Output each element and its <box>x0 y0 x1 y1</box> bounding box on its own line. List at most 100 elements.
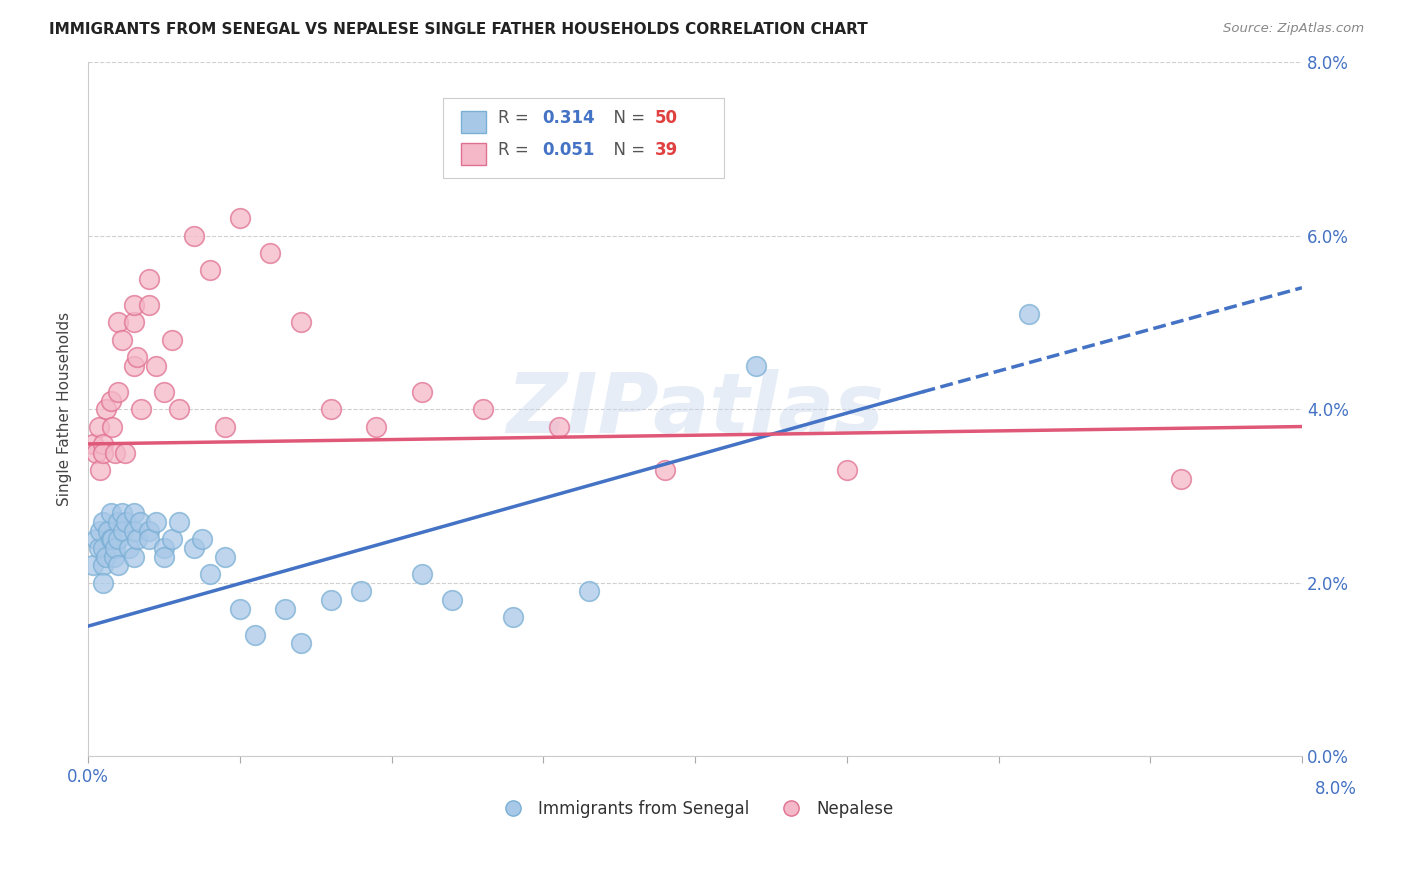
Point <box>129 402 152 417</box>
Point <box>160 533 183 547</box>
Point <box>259 246 281 260</box>
Y-axis label: Single Father Households: Single Father Households <box>58 312 72 507</box>
Point <box>122 549 145 564</box>
Point <box>118 541 141 555</box>
Point <box>82 437 104 451</box>
Point <box>110 333 132 347</box>
Point <box>107 384 129 399</box>
Point <box>125 533 148 547</box>
Point <box>91 515 114 529</box>
Point <box>138 272 160 286</box>
Point <box>319 402 342 417</box>
Point <box>87 541 110 555</box>
Text: 0.051: 0.051 <box>543 141 595 159</box>
Point <box>96 402 118 417</box>
Point <box>229 601 252 615</box>
Point <box>745 359 768 373</box>
Point <box>84 445 107 459</box>
Point <box>167 402 190 417</box>
Point <box>107 533 129 547</box>
Point <box>578 584 600 599</box>
Point <box>91 558 114 573</box>
Point <box>89 524 111 538</box>
Text: N =: N = <box>603 141 651 159</box>
Point <box>145 515 167 529</box>
Point <box>1170 472 1192 486</box>
Point <box>91 541 114 555</box>
Point <box>84 533 107 547</box>
Point <box>97 524 120 538</box>
Text: N =: N = <box>603 109 651 127</box>
Point <box>104 445 127 459</box>
Point <box>191 533 214 547</box>
Text: 39: 39 <box>655 141 679 159</box>
Point <box>91 575 114 590</box>
Point <box>91 445 114 459</box>
Point <box>350 584 373 599</box>
Point <box>125 350 148 364</box>
Point <box>183 228 205 243</box>
Text: Source: ZipAtlas.com: Source: ZipAtlas.com <box>1223 22 1364 36</box>
Point <box>96 549 118 564</box>
Point <box>107 515 129 529</box>
Point <box>122 315 145 329</box>
Point <box>167 515 190 529</box>
Point <box>835 463 858 477</box>
Text: 0.314: 0.314 <box>543 109 595 127</box>
Point <box>160 333 183 347</box>
Point <box>138 524 160 538</box>
Text: ZIPatlas: ZIPatlas <box>506 368 884 450</box>
Point <box>214 419 236 434</box>
Point <box>89 463 111 477</box>
Point <box>138 298 160 312</box>
Point <box>122 359 145 373</box>
Point <box>441 593 464 607</box>
Point <box>110 506 132 520</box>
Text: 8.0%: 8.0% <box>1315 780 1357 798</box>
Point <box>243 628 266 642</box>
Point <box>153 549 176 564</box>
Point <box>654 463 676 477</box>
Point <box>411 567 433 582</box>
Point <box>138 533 160 547</box>
Point <box>183 541 205 555</box>
Text: R =: R = <box>498 109 534 127</box>
Point <box>198 263 221 277</box>
Point <box>366 419 388 434</box>
Point <box>547 419 569 434</box>
Point <box>229 211 252 226</box>
Point <box>114 445 136 459</box>
Point <box>471 402 494 417</box>
Point <box>82 558 104 573</box>
Point <box>100 393 122 408</box>
Point <box>112 524 135 538</box>
Point <box>101 419 124 434</box>
Point <box>101 533 124 547</box>
Point <box>214 549 236 564</box>
Point <box>502 610 524 624</box>
Text: 50: 50 <box>655 109 678 127</box>
Point <box>319 593 342 607</box>
Text: IMMIGRANTS FROM SENEGAL VS NEPALESE SINGLE FATHER HOUSEHOLDS CORRELATION CHART: IMMIGRANTS FROM SENEGAL VS NEPALESE SING… <box>49 22 868 37</box>
Legend: Immigrants from Senegal, Nepalese: Immigrants from Senegal, Nepalese <box>489 793 900 824</box>
Point <box>198 567 221 582</box>
Point <box>87 419 110 434</box>
Point <box>145 359 167 373</box>
Text: R =: R = <box>498 141 534 159</box>
Point <box>103 549 125 564</box>
Point <box>290 636 312 650</box>
Point <box>107 558 129 573</box>
Point <box>1018 307 1040 321</box>
Point <box>107 315 129 329</box>
Point <box>100 506 122 520</box>
Point <box>115 515 138 529</box>
Point <box>274 601 297 615</box>
Point <box>153 384 176 399</box>
Point <box>122 506 145 520</box>
Point <box>290 315 312 329</box>
Point <box>128 515 150 529</box>
Point <box>122 298 145 312</box>
Point <box>411 384 433 399</box>
Point <box>104 541 127 555</box>
Point <box>122 524 145 538</box>
